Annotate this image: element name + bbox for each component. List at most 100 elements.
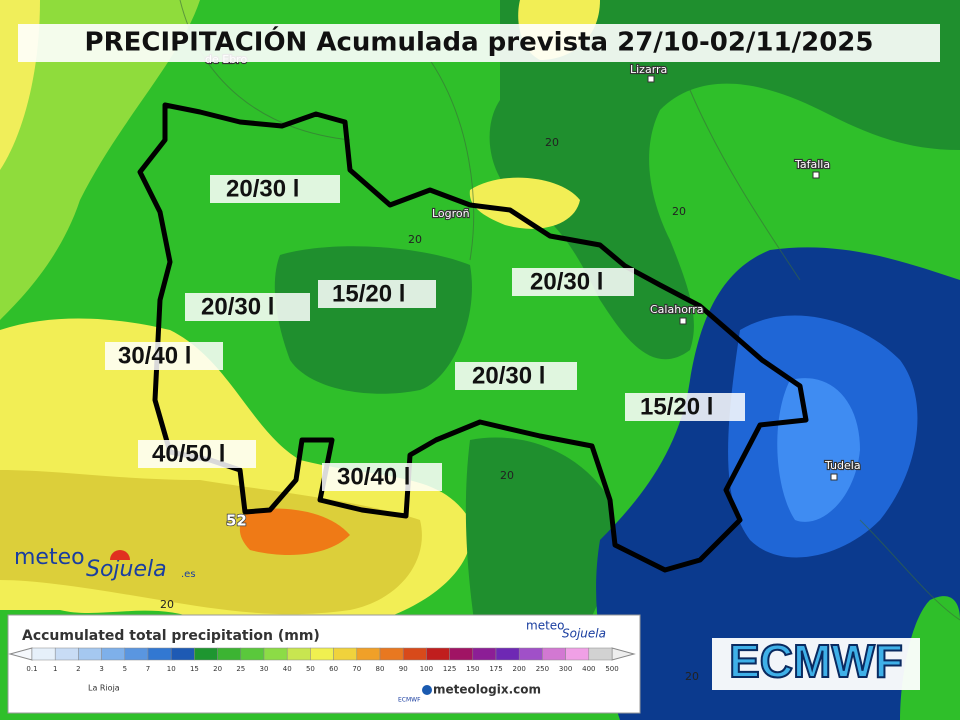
legend-title: Accumulated total precipitation (mm) <box>22 628 320 644</box>
field-darkyellow <box>0 470 422 615</box>
logo-text: Sojuela <box>86 557 167 582</box>
scale-label: 50 <box>306 665 315 673</box>
colorbar-segment <box>426 647 450 661</box>
logo-text: meteo <box>526 619 565 633</box>
label-bg <box>138 440 256 468</box>
region-label: 20/30 l <box>226 175 299 202</box>
contour-label: 20 <box>545 136 559 149</box>
logo-text: .es <box>181 569 196 580</box>
legend-model: ECMWF <box>398 697 421 704</box>
colorbar-segment <box>310 647 334 661</box>
scale-label: 3 <box>99 665 103 673</box>
field-darkgreen <box>465 437 613 660</box>
scale-label: 25 <box>236 665 245 673</box>
label-bg <box>322 463 442 491</box>
region-label: 20/30 l <box>201 293 274 320</box>
label-bg <box>210 175 340 203</box>
colorbar-segment <box>565 647 590 661</box>
scale-label: 400 <box>582 665 595 673</box>
scale-label: 100 <box>420 665 433 673</box>
region-label: 20/30 l <box>530 268 603 295</box>
title: PRECIPITACIÓN Acumulada prevista 27/10-0… <box>85 26 874 58</box>
region-label: 30/40 l <box>337 463 410 490</box>
label-bg <box>318 280 436 308</box>
colorbar-segment <box>518 647 543 661</box>
contour-label: 20 <box>672 205 686 218</box>
scale-label: 80 <box>376 665 385 673</box>
town-marker <box>647 75 655 83</box>
region-label: 15/20 l <box>640 393 713 420</box>
field-lightblue <box>777 378 860 522</box>
contour-label: 20 <box>160 598 174 611</box>
scale-label: 15 <box>190 665 199 673</box>
colorbar-segment <box>78 647 102 661</box>
region-label: 40/50 l <box>152 440 225 467</box>
legend-region: La Rioja <box>88 684 120 693</box>
scale-label: 2 <box>76 665 80 673</box>
scale-label: 125 <box>443 665 456 673</box>
max-label: 52 <box>226 512 247 530</box>
colorbar-segment <box>356 647 381 661</box>
field-lightgreen <box>0 0 200 320</box>
logo-text: meteo <box>14 545 85 570</box>
scale-label: 150 <box>466 665 479 673</box>
logo: meteo Sojuela .es <box>14 545 196 582</box>
border-line <box>179 0 960 621</box>
scale-label: 500 <box>605 665 618 673</box>
town-label: Calahorra <box>650 303 704 316</box>
scale-label: 300 <box>559 665 572 673</box>
scale-label: 70 <box>352 665 361 673</box>
region-labels: 20/30 l 15/20 l 20/30 l 30/40 l 20/30 l … <box>105 175 745 491</box>
scale-label: 200 <box>513 665 526 673</box>
colorbar-segment <box>263 647 288 661</box>
colorbar-segment <box>217 647 242 661</box>
contour-label: 20 <box>408 233 422 246</box>
label-bg <box>625 393 745 421</box>
scale-label: 60 <box>329 665 338 673</box>
region-label: 30/40 l <box>118 342 191 369</box>
colorbar-segment <box>402 647 427 661</box>
town-label: Logroñ <box>432 207 470 220</box>
colorbar-segment <box>542 647 566 661</box>
town-label: Lizarra <box>630 63 667 76</box>
scale-label: 90 <box>399 665 408 673</box>
colorbar-segment <box>101 647 126 661</box>
legend-box <box>7 614 641 714</box>
colorbar-segment <box>472 647 497 661</box>
colorbar-segment <box>170 647 195 661</box>
colorbar-segment <box>147 647 172 661</box>
logo-text: Sojuela <box>562 627 606 641</box>
colorbar-segment <box>54 647 79 661</box>
colorbar-segment <box>31 647 56 661</box>
label-bg <box>105 342 223 370</box>
scale-label: 10 <box>167 665 176 673</box>
region-label: 15/20 l <box>332 280 405 307</box>
field-yellow <box>469 177 580 229</box>
field-orange <box>239 508 350 555</box>
label-bg <box>512 268 634 296</box>
colorbar-segment <box>588 647 613 661</box>
town-marker <box>830 473 838 481</box>
town-label: Tudela <box>824 459 861 472</box>
title-bg <box>18 24 940 62</box>
scale-label: 7 <box>146 665 150 673</box>
scale-label: 40 <box>283 665 292 673</box>
colorbar-segment <box>379 647 404 661</box>
scale-label: 250 <box>536 665 549 673</box>
region-label: 20/30 l <box>472 362 545 389</box>
town-marker <box>812 171 820 179</box>
legend: Accumulated total precipitation (mm) La … <box>7 614 641 714</box>
logo-icon <box>110 550 130 560</box>
scale-label: 1 <box>53 665 57 673</box>
colorbar-segment <box>495 647 520 661</box>
colorbar-segment <box>286 647 311 661</box>
scale-label: 5 <box>123 665 127 673</box>
colorbar-segment <box>194 647 218 661</box>
label-bg <box>185 293 310 321</box>
colorbar-segment <box>124 647 149 661</box>
scale-label: 0.1 <box>26 665 37 673</box>
colorbar-segment <box>333 647 358 661</box>
colorbar-segment <box>240 647 265 661</box>
